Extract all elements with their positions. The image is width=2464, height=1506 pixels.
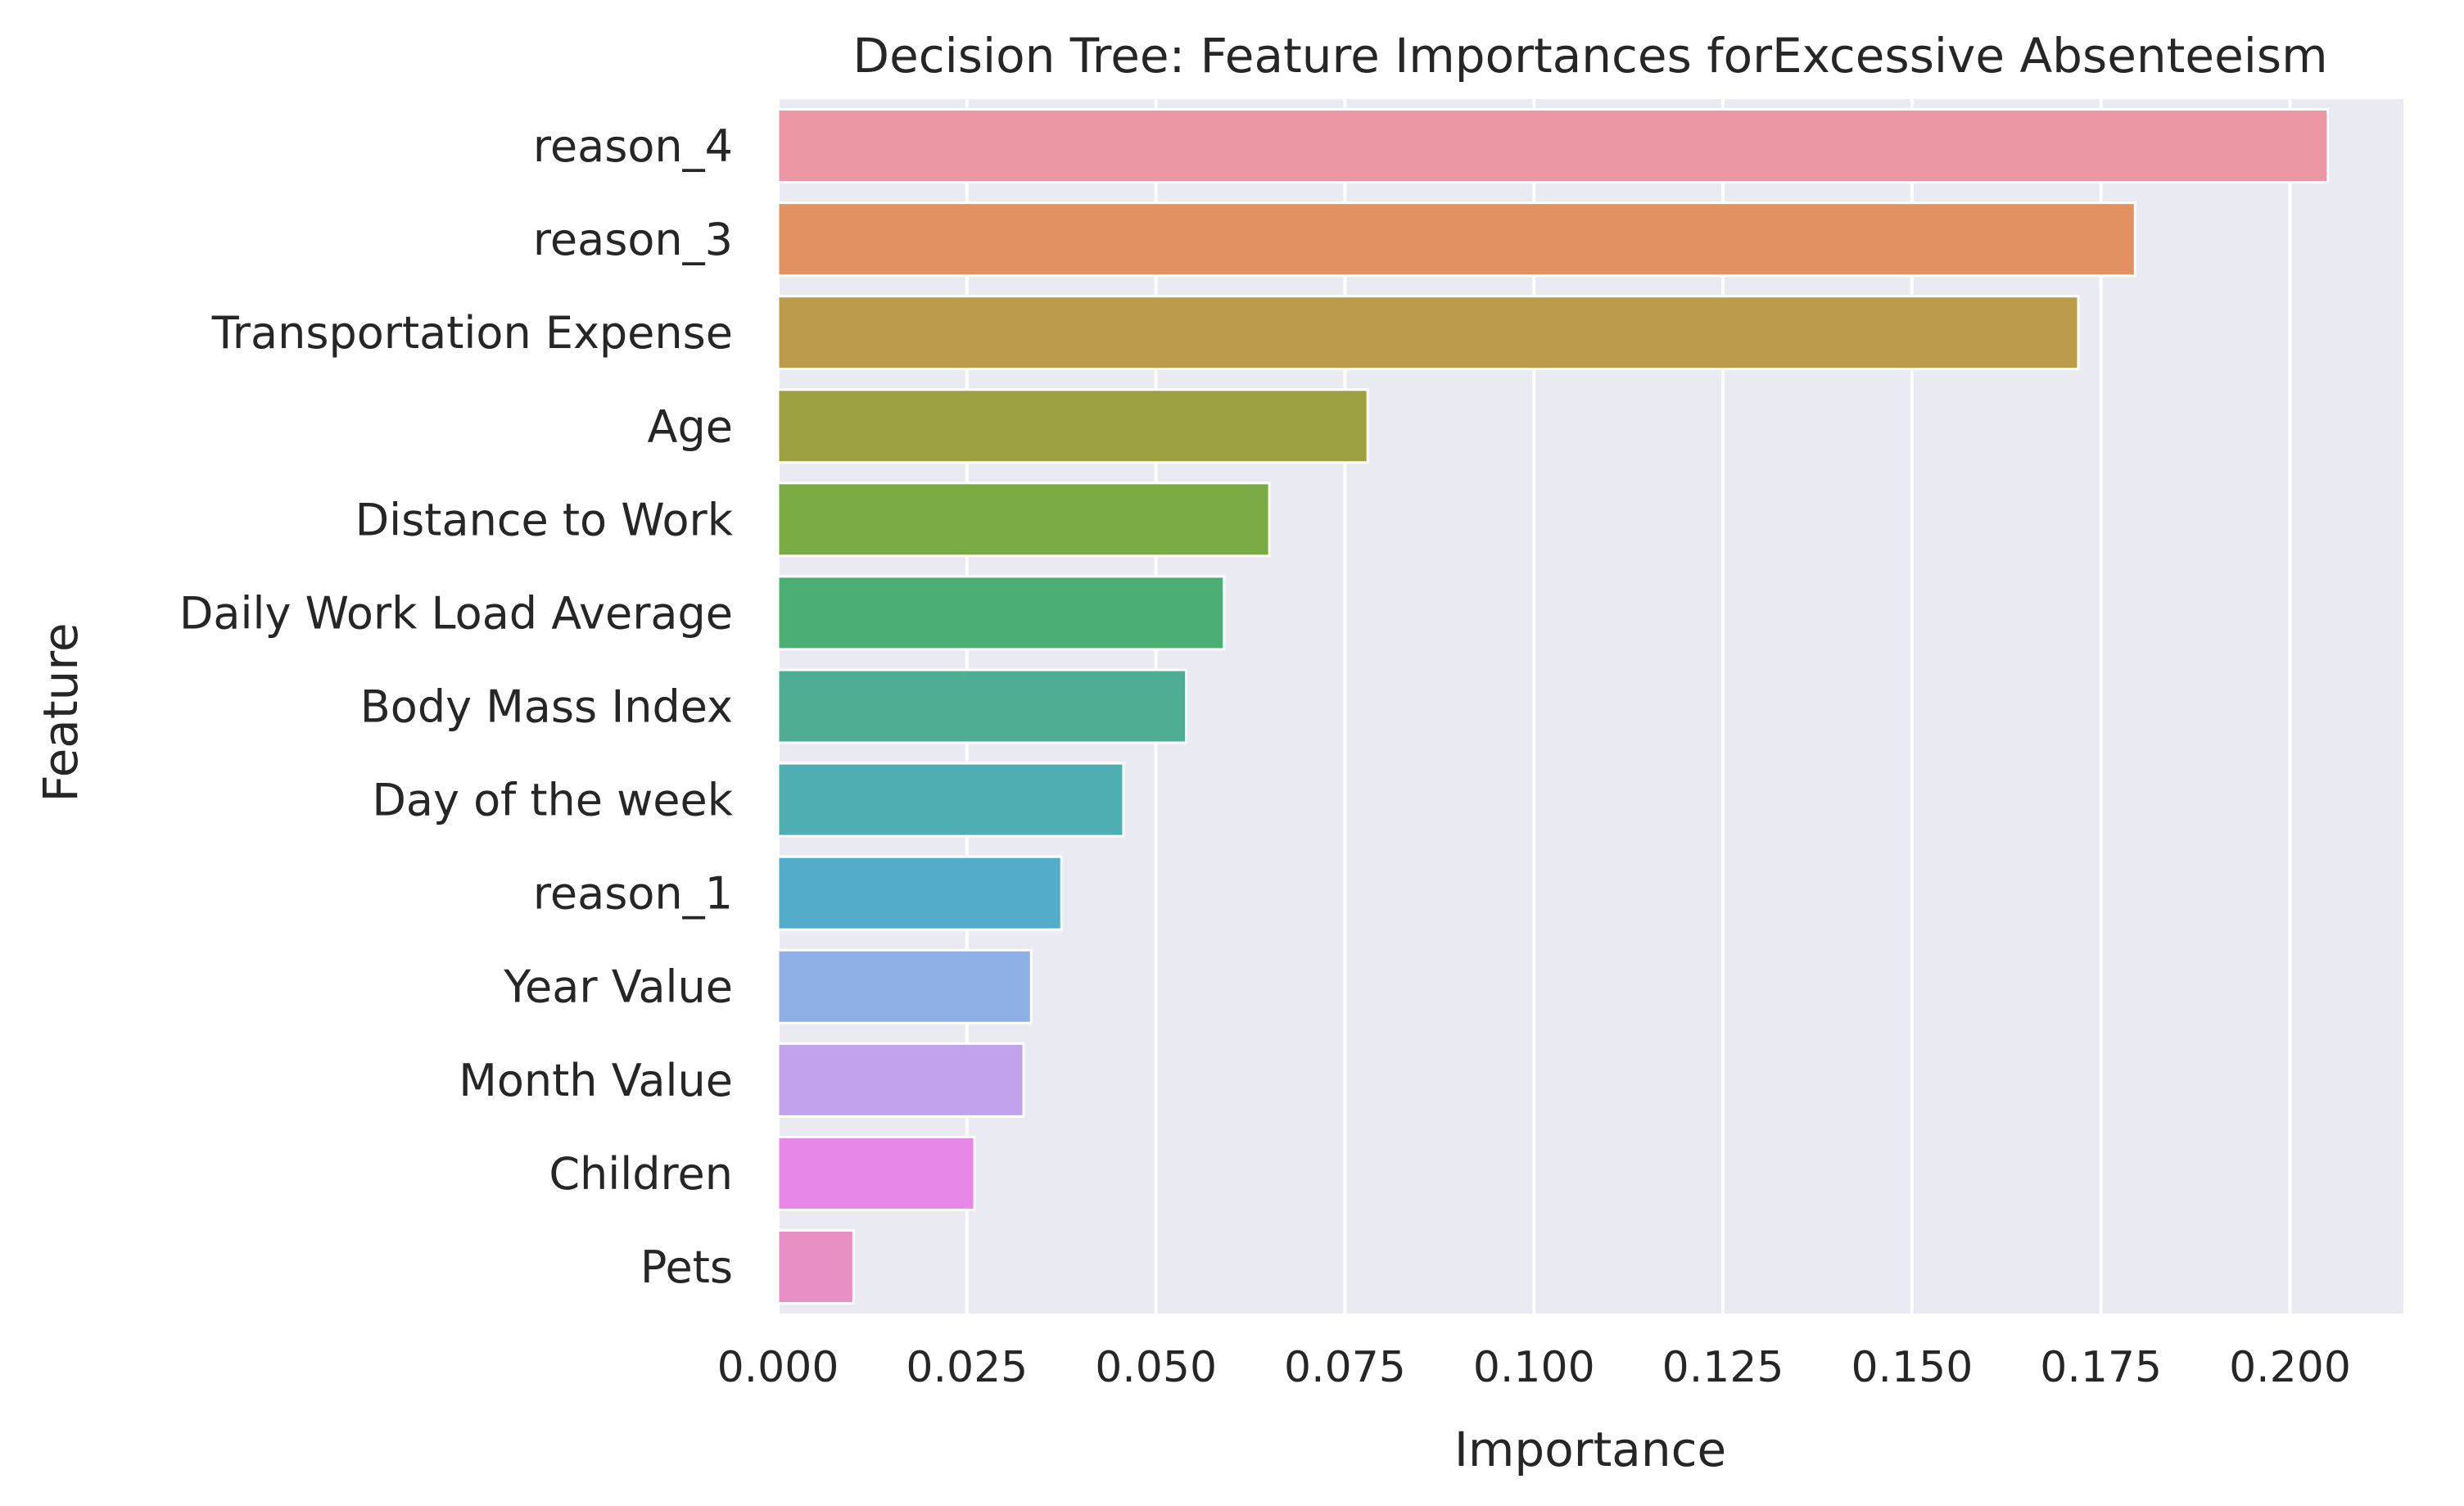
bar-children <box>776 1135 976 1211</box>
bar-distance-to-work <box>776 482 1271 558</box>
y-tick-label: Daily Work Load Average <box>179 587 733 639</box>
x-tick-label: 0.050 <box>1095 1343 1217 1392</box>
y-tick-label: Distance to Work <box>355 494 734 545</box>
x-tick-label: 0.200 <box>2229 1343 2351 1392</box>
x-tick-label: 0.175 <box>2040 1343 2162 1392</box>
x-tick-label: 0.150 <box>1851 1343 1973 1392</box>
y-tick-label: Body Mass Index <box>360 681 733 733</box>
bar-daily-work-load-average <box>776 575 1226 651</box>
bar-reason-4 <box>776 108 2330 184</box>
y-tick-label: Day of the week <box>372 775 733 826</box>
x-tick-labels: 0.000 0.025 0.050 0.075 0.100 0.125 0.150 0.175… <box>717 1343 2351 1392</box>
bar-pets <box>776 1228 855 1305</box>
x-tick-label: 0.125 <box>1662 1343 1784 1392</box>
y-tick-label: Children <box>549 1148 733 1200</box>
bar-day-of-the-week <box>776 762 1125 838</box>
y-tick-labels: reason_4 reason_3 Transportation Expense Ag… <box>179 120 734 1293</box>
y-tick-label: reason_4 <box>533 120 733 172</box>
x-tick-label: 0.100 <box>1473 1343 1595 1392</box>
y-tick-label: Pets <box>640 1241 733 1293</box>
y-tick-label: Year Value <box>503 961 733 1013</box>
bar-year-value <box>776 948 1033 1024</box>
y-tick-label: Age <box>648 400 733 452</box>
bar-age <box>776 388 1369 464</box>
x-tick-label: 0.075 <box>1284 1343 1406 1392</box>
bar-month-value <box>776 1042 1025 1118</box>
y-axis-label: Feature <box>33 622 88 802</box>
y-tick-label: Month Value <box>459 1055 733 1106</box>
y-tick-label: reason_1 <box>533 868 733 920</box>
y-tick-label: Transportation Expense <box>211 307 733 359</box>
chart-title: Decision Tree: Feature Importances forEx… <box>852 28 2327 84</box>
x-axis-label: Importance <box>1454 1422 1726 1477</box>
bar-transportation-expense <box>776 295 2080 371</box>
x-tick-label: 0.000 <box>717 1343 839 1392</box>
bar-reason-1 <box>776 855 1063 931</box>
x-tick-label: 0.025 <box>906 1343 1028 1392</box>
y-tick-label: reason_3 <box>533 214 733 265</box>
bar-body-mass-index <box>776 668 1188 744</box>
bar-reason-3 <box>776 201 2136 278</box>
bars <box>776 108 2330 1305</box>
